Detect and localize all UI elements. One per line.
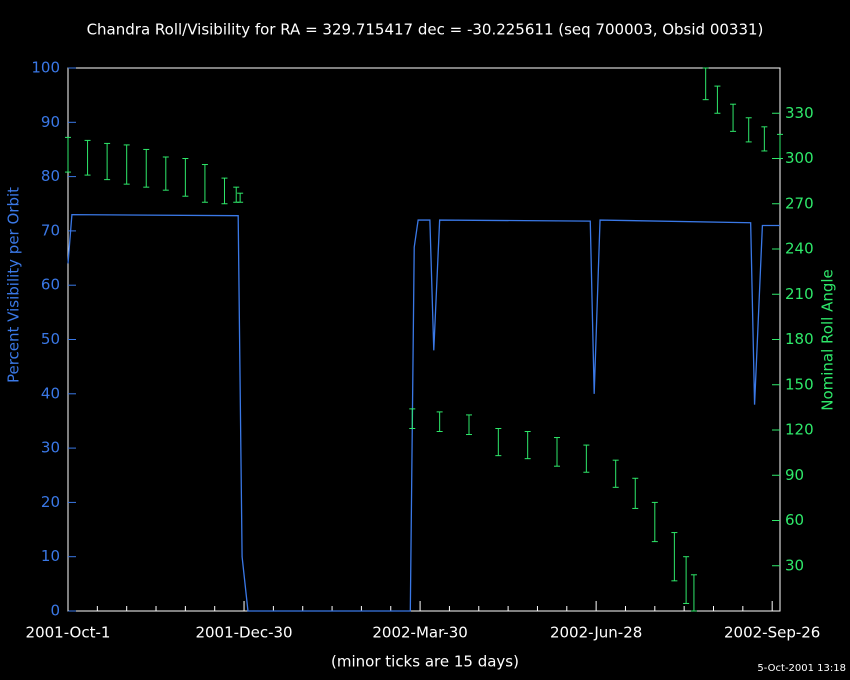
roll-error-bar [84, 139, 91, 176]
roll-error-bar [583, 444, 590, 473]
roll-error-bar [745, 117, 752, 143]
roll-error-bar [104, 142, 111, 181]
roll-error-bar [409, 408, 416, 429]
roll-error-bar [143, 148, 150, 188]
x-tick-label: 2002-Sep-26 [724, 624, 820, 642]
y-tick-label: 0 [50, 602, 60, 620]
roll-error-bar [683, 556, 690, 604]
roll-error-bar [671, 532, 678, 582]
roll-error-bar [730, 103, 737, 132]
x-tick-label: 2001-Oct-1 [26, 624, 111, 642]
roll-error-bar [777, 133, 783, 159]
y2-tick-label: 90 [785, 466, 804, 484]
y2-tick-label: 300 [785, 149, 814, 167]
y-tick-label: 30 [41, 439, 60, 457]
roll-error-bar [237, 192, 244, 203]
y2-tick-label: 240 [785, 240, 814, 258]
y-tick-label: 20 [41, 493, 60, 511]
y-tick-label: 40 [41, 384, 60, 402]
plot-frame [67, 67, 781, 612]
x-axis-label: (minor ticks are 15 days) [331, 653, 519, 671]
y-tick-label: 100 [31, 59, 60, 77]
y-tick-label: 80 [41, 167, 60, 185]
y2-tick-label: 120 [785, 421, 814, 439]
chart-title: Chandra Roll/Visibility for RA = 329.715… [87, 21, 764, 39]
roll-error-bar [632, 477, 639, 509]
roll-error-bar [524, 431, 531, 460]
x-tick-label: 2002-Jun-28 [550, 624, 642, 642]
roll-error-bar [690, 574, 697, 612]
y2-axis-label: Nominal Roll Angle [819, 269, 837, 411]
roll-error-bar [554, 437, 561, 467]
roll-error-bar [714, 85, 721, 114]
y-tick-label: 10 [41, 547, 60, 565]
y-tick-label: 70 [41, 221, 60, 239]
roll-error-bar [436, 411, 443, 433]
y2-tick-label: 150 [785, 375, 814, 393]
roll-error-bar [761, 126, 768, 152]
roll-error-bar [201, 164, 208, 203]
roll-error-bar [465, 414, 472, 436]
roll-error-bar [612, 459, 619, 488]
roll-error-bar [123, 144, 130, 185]
x-tick-label: 2002-Mar-30 [372, 624, 467, 642]
visibility-line [67, 213, 780, 612]
y2-tick-label: 270 [785, 194, 814, 212]
roll-error-bar [495, 427, 502, 457]
roll-error-bar [702, 67, 709, 101]
y2-tick-label: 330 [785, 104, 814, 122]
roll-error-bar [233, 186, 240, 203]
y2-tick-label: 30 [785, 556, 804, 574]
roll-error-bar [221, 177, 228, 205]
y-tick-label: 60 [41, 276, 60, 294]
roll-error-bar [651, 501, 658, 543]
y-tick-label: 50 [41, 330, 60, 348]
timestamp: 5-Oct-2001 13:18 [757, 663, 846, 674]
roll-error-bar [162, 156, 169, 191]
y-tick-label: 90 [41, 113, 60, 131]
y2-tick-label: 210 [785, 285, 814, 303]
y2-tick-label: 60 [785, 511, 804, 529]
y-axis-label: Percent Visibility per Orbit [5, 187, 23, 383]
roll-error-bar [182, 158, 189, 197]
roll-error-bar [65, 136, 71, 173]
y2-tick-label: 180 [785, 330, 814, 348]
x-tick-label: 2001-Dec-30 [195, 624, 292, 642]
